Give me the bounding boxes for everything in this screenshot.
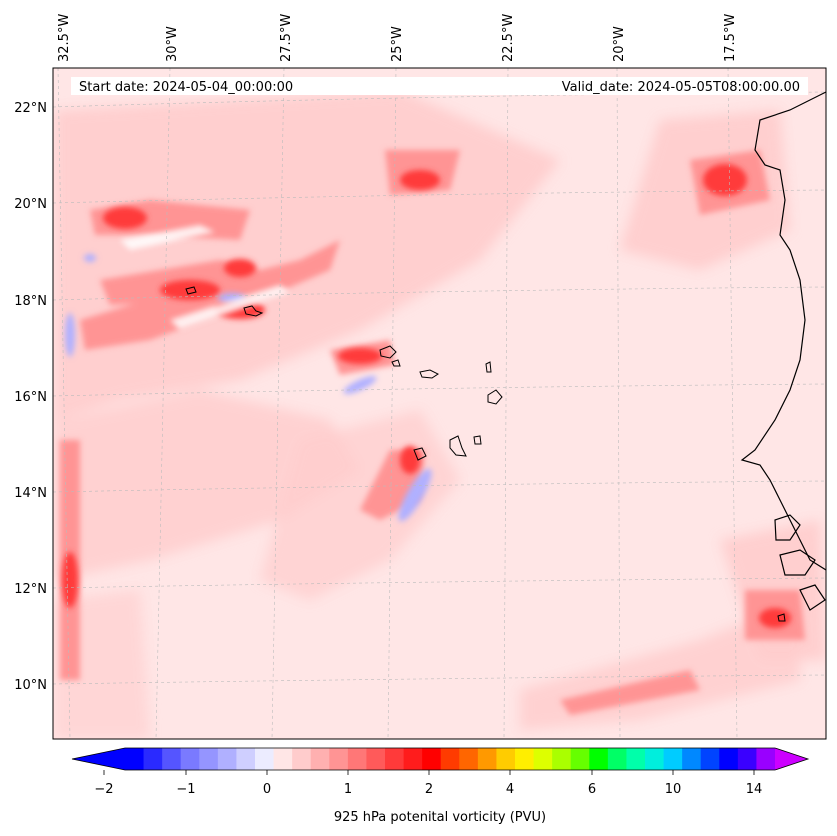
- colorbar-cells: [125, 748, 776, 770]
- colorbar-cell: [515, 748, 534, 770]
- islands: [185, 286, 786, 622]
- colorbar-tick-label: 6: [588, 782, 596, 797]
- colorbar-cell: [236, 748, 256, 770]
- colorbar-tick-label: 2: [425, 782, 433, 797]
- colorbar-cell: [162, 748, 182, 770]
- colorbar-tick-label: −2: [94, 782, 113, 797]
- lat-label: 16°N: [14, 390, 47, 405]
- colorbar-cell: [496, 748, 516, 770]
- colorbar-cell: [347, 748, 367, 770]
- valid-date-text: Valid_date: 2024-05-05T08:00:00.00: [562, 80, 800, 95]
- lon-label: 32.5°W: [57, 14, 72, 62]
- lon-label: 27.5°W: [279, 14, 294, 62]
- colorbar-outline: [71, 747, 810, 771]
- colorbar-tick-label: 0: [263, 782, 271, 797]
- latitude-labels: 22°N 20°N 18°N 16°N 14°N 12°N 10°N: [14, 101, 47, 693]
- lat-label: 12°N: [14, 582, 47, 597]
- colorbar-cell: [366, 748, 386, 770]
- coastline: [740, 91, 826, 611]
- colorbar-cell: [756, 748, 776, 770]
- colorbar-cell: [310, 748, 330, 770]
- colorbar-cell: [292, 748, 312, 770]
- colorbar-cell: [273, 748, 293, 770]
- colorbar-cell: [255, 748, 274, 770]
- colorbar-tick-labels: −2 −1 0 1 2 4 6 10 14: [94, 782, 762, 797]
- colorbar-tick-label: 10: [665, 782, 682, 797]
- colorbar-cell: [199, 748, 219, 770]
- colorbar-tick-label: 1: [344, 782, 352, 797]
- colorbar-cell: [217, 748, 237, 770]
- colorbar-cell: [645, 748, 664, 770]
- colorbar-cell: [385, 748, 404, 770]
- lat-label: 10°N: [14, 678, 47, 693]
- colorbar-cell: [180, 748, 200, 770]
- colorbar-title: 925 hPa potenital vorticity (PVU): [334, 810, 546, 825]
- colorbar-extend-left: [72, 748, 125, 770]
- colorbar-cell: [477, 748, 497, 770]
- colorbar-ticks: [103, 770, 755, 775]
- map-panel: [53, 68, 826, 739]
- lat-label: 18°N: [14, 294, 47, 309]
- lon-label: 17.5°W: [723, 14, 738, 62]
- colorbar-cell: [125, 748, 144, 770]
- colorbar-cell: [533, 748, 553, 770]
- colorbar-tick-label: 14: [746, 782, 763, 797]
- header-box: [71, 77, 808, 95]
- lon-label: 20°W: [612, 26, 627, 62]
- colorbar: −2 −1 0 1 2 4 6 10 14 925 hPa potenital …: [71, 747, 810, 825]
- longitude-labels: 32.5°W 30°W 27.5°W 25°W 22.5°W 20°W 17.5…: [57, 14, 738, 62]
- colorbar-tick-label: 4: [506, 782, 514, 797]
- colorbar-cell: [143, 748, 163, 770]
- colorbar-cell: [440, 748, 460, 770]
- colorbar-cell: [422, 748, 442, 770]
- lon-label: 25°W: [390, 26, 405, 62]
- colorbar-tick-label: −1: [176, 782, 195, 797]
- map-frame: [52, 67, 827, 740]
- colorbar-cell: [403, 748, 423, 770]
- colorbar-cell: [663, 748, 683, 770]
- colorbar-cell: [329, 748, 349, 770]
- colorbar-cell: [607, 748, 627, 770]
- colorbar-cell: [459, 748, 479, 770]
- colorbar-cell: [626, 748, 646, 770]
- colorbar-cell: [589, 748, 609, 770]
- colorbar-cell: [700, 748, 720, 770]
- lon-label: 22.5°W: [501, 14, 516, 62]
- pv-strong-areas: [62, 164, 791, 628]
- pv-negative-areas: [65, 254, 432, 522]
- colorbar-cell: [570, 748, 590, 770]
- start-date-text: Start date: 2024-05-04_00:00:00: [79, 80, 293, 95]
- lat-label: 22°N: [14, 101, 47, 116]
- lat-label: 20°N: [14, 197, 47, 212]
- colorbar-cell: [682, 748, 702, 770]
- gridlines: [53, 68, 826, 739]
- colorbar-cell: [552, 748, 572, 770]
- lat-label: 14°N: [14, 486, 47, 501]
- colorbar-cell: [719, 748, 739, 770]
- lon-label: 30°W: [165, 26, 180, 62]
- pv-zero-bands: [120, 225, 290, 330]
- colorbar-extend-right: [775, 748, 808, 770]
- colorbar-cell: [737, 748, 757, 770]
